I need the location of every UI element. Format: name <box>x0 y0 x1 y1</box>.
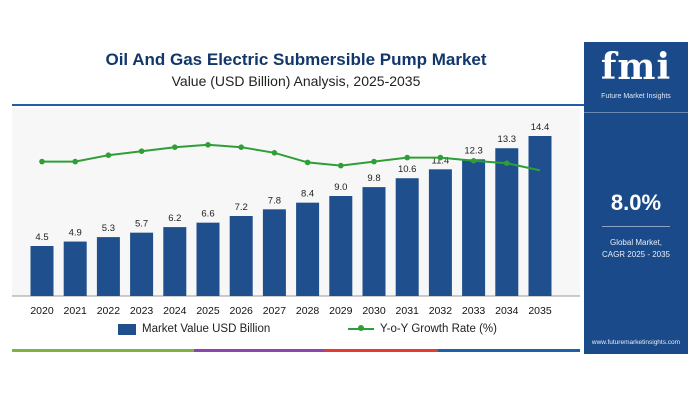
growth-rate-line <box>42 143 541 172</box>
growth-point-2025 <box>205 142 211 148</box>
bar-2023 <box>130 232 154 296</box>
bar-2030 <box>362 187 386 296</box>
bar-label-2025: 6.6 <box>201 209 214 220</box>
bar-label-2034: 13.3 <box>498 134 517 145</box>
growth-point-2024 <box>172 144 178 150</box>
x-tick-2026: 2026 <box>230 305 254 317</box>
bar-label-2020: 4.5 <box>35 232 48 243</box>
growth-point-2031 <box>404 154 411 161</box>
x-tick-2023: 2023 <box>130 305 154 317</box>
bar-label-2023: 5.7 <box>135 219 148 230</box>
side-panel: fmi Future Market Insights 8.0% Global M… <box>584 42 688 354</box>
legend-market-value-label: Market Value USD Billion <box>142 323 271 335</box>
logo-subtitle: Future Market Insights <box>601 93 671 100</box>
bar-2033 <box>462 159 486 296</box>
x-tick-2033: 2033 <box>462 305 486 317</box>
bar-label-2033: 12.3 <box>464 145 483 156</box>
x-tick-2027: 2027 <box>263 305 287 317</box>
bar-label-2026: 7.2 <box>235 202 248 213</box>
bar-2026 <box>229 216 253 296</box>
bar-2035 <box>528 136 552 296</box>
bar-label-2030: 9.8 <box>367 173 380 184</box>
growth-point-2027 <box>271 150 278 156</box>
bottom-color-bar <box>12 349 580 352</box>
title-divider <box>12 104 588 106</box>
bar-2032 <box>428 169 452 296</box>
bar-2021 <box>63 241 87 296</box>
x-tick-2020: 2020 <box>30 305 54 317</box>
bar-label-2035: 14.4 <box>531 122 550 133</box>
bar-label-2024: 6.2 <box>168 213 181 224</box>
x-tick-2029: 2029 <box>329 305 353 317</box>
bar-2034 <box>495 148 519 296</box>
x-tick-2028: 2028 <box>296 305 320 317</box>
x-tick-2032: 2032 <box>429 305 453 317</box>
legend-market-value: Market Value USD Billion <box>118 323 270 335</box>
bar-2024 <box>163 227 187 296</box>
fmi-logo: fmi <box>600 46 672 88</box>
x-tick-2021: 2021 <box>64 305 88 317</box>
growth-point-2022 <box>105 152 112 158</box>
x-tick-2024: 2024 <box>163 305 187 317</box>
bar-label-2022: 5.3 <box>102 223 115 234</box>
legend-line-swatch <box>348 323 374 335</box>
growth-point-2033 <box>470 158 477 164</box>
growth-point-2029 <box>338 162 344 169</box>
growth-point-2028 <box>304 159 311 166</box>
x-tick-2025: 2025 <box>196 305 220 317</box>
cagr-label-line1: Global Market, <box>609 238 663 247</box>
x-tick-2031: 2031 <box>396 305 420 317</box>
growth-point-2020 <box>39 158 45 165</box>
legend-bar-swatch <box>118 323 136 335</box>
growth-point-2026 <box>238 144 244 150</box>
chart-subtitle: Value (USD Billion) Analysis, 2025-2035 <box>171 73 421 89</box>
growth-point-2034 <box>504 160 510 166</box>
x-tick-2030: 2030 <box>362 305 386 317</box>
cagr-divider <box>602 226 670 227</box>
growth-point-2023 <box>138 148 145 154</box>
bar-2028 <box>296 202 320 296</box>
bar-2029 <box>329 196 353 296</box>
bar-label-2021: 4.9 <box>69 228 82 239</box>
bar-2027 <box>262 209 286 296</box>
website-url: www.futuremarketinsights.com <box>591 339 681 346</box>
growth-point-2032 <box>437 154 444 161</box>
growth-point-2021 <box>72 158 78 165</box>
x-tick-2034: 2034 <box>495 305 519 317</box>
chart-title: Oil And Gas Electric Submersible Pump Ma… <box>105 50 487 69</box>
bar-label-2028: 8.4 <box>301 189 314 200</box>
logo-area: fmi Future Market Insights <box>584 42 688 113</box>
x-tick-2035: 2035 <box>528 305 552 317</box>
legend-growth-rate-label: Y-o-Y Growth Rate (%) <box>380 323 497 335</box>
bar-label-2029: 9.0 <box>334 182 347 193</box>
bar-2020 <box>30 246 54 296</box>
bar-label-2032: 11.4 <box>432 155 450 166</box>
legend-growth-rate: Y-o-Y Growth Rate (%) <box>348 323 497 335</box>
growth-point-2030 <box>371 158 377 165</box>
bar-2022 <box>96 237 120 296</box>
bar-2031 <box>395 178 419 296</box>
bar-label-2027: 7.8 <box>268 195 281 206</box>
cagr-value: 8.0% <box>610 190 662 215</box>
bar-2025 <box>196 222 220 296</box>
bar-label-2031: 10.6 <box>398 164 417 175</box>
x-tick-2022: 2022 <box>97 305 121 317</box>
cagr-label-line2: CAGR 2025 - 2035 <box>601 250 671 259</box>
